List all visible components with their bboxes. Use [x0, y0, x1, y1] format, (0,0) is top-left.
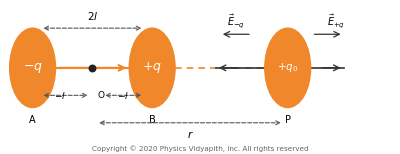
Text: $2l$: $2l$ [87, 10, 98, 22]
Text: $+q_0$: $+q_0$ [277, 61, 298, 74]
Text: $\vec{E}_{+q}$: $\vec{E}_{+q}$ [326, 12, 344, 30]
Text: B: B [149, 115, 156, 125]
Ellipse shape [129, 28, 175, 107]
Text: $-l$: $-l$ [54, 90, 66, 101]
Text: $-q$: $-q$ [23, 61, 42, 75]
Text: Copyright © 2020 Physics Vidyapith, Inc. All rights reserved: Copyright © 2020 Physics Vidyapith, Inc.… [92, 145, 308, 152]
Text: P: P [285, 115, 291, 125]
Ellipse shape [10, 28, 56, 107]
Ellipse shape [265, 28, 311, 107]
Text: O: O [98, 91, 104, 100]
Text: $\vec{E}_{-q}$: $\vec{E}_{-q}$ [227, 12, 245, 30]
Point [89, 67, 96, 69]
Text: $+q$: $+q$ [142, 60, 162, 75]
Text: $r$: $r$ [187, 129, 194, 140]
Text: A: A [29, 115, 36, 125]
Text: $-l$: $-l$ [117, 90, 129, 101]
